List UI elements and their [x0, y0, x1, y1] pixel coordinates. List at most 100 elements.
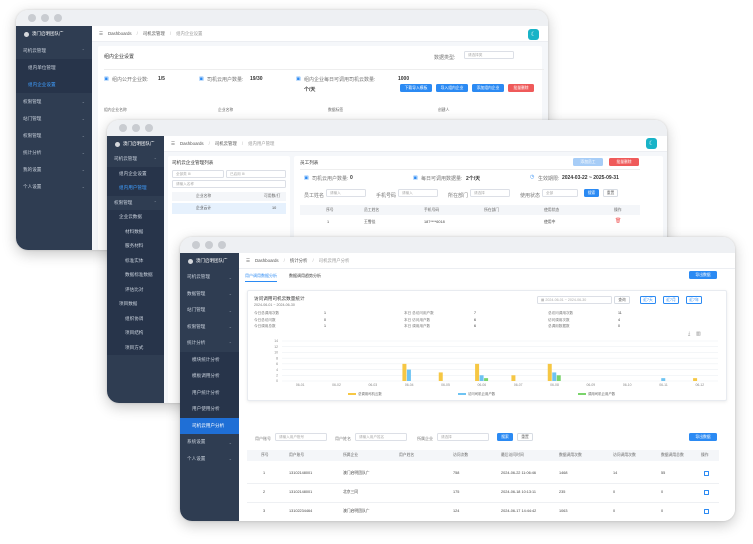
employee-name-input[interactable]: 请输入: [326, 189, 366, 197]
back-menu-item[interactable]: 权限管理 ⌄: [16, 93, 92, 110]
breadcrumb-item[interactable]: Dashboards: [254, 258, 279, 263]
status-select[interactable]: 全部: [542, 189, 578, 197]
front-menu-item[interactable]: 统计分析 ⌃: [180, 335, 239, 352]
status-filter[interactable]: 已启用 ⊞: [226, 170, 286, 178]
window-dot[interactable]: [145, 124, 153, 132]
company-search-input[interactable]: 请输入名称: [172, 180, 286, 188]
company-row[interactable]: [172, 203, 286, 214]
mid-menu-item[interactable]: 数据标准数据: [107, 268, 164, 283]
mid-menu-item[interactable]: 标准实体: [107, 253, 164, 268]
add-button[interactable]: 添加组内企业: [472, 84, 504, 92]
menu-toggle-icon[interactable]: ☰: [171, 140, 175, 146]
bar-chart-icon[interactable]: ▥: [696, 331, 701, 337]
back-menu-item[interactable]: 司机云管理 ⌃: [16, 42, 92, 59]
table-row[interactable]: [247, 507, 719, 519]
window-dot[interactable]: [205, 241, 213, 249]
front-menu-item[interactable]: 站门管理 ⌄: [180, 302, 239, 319]
user-account-input[interactable]: 请输入用户账号: [275, 433, 327, 441]
filter-label: 用户账号: [255, 436, 271, 441]
menu-toggle-icon[interactable]: ☰: [246, 257, 250, 263]
import-button[interactable]: 导入组内企业: [436, 84, 468, 92]
range-7year-button[interactable]: 近7年: [686, 296, 702, 304]
edit-icon[interactable]: [704, 471, 709, 476]
back-menu-item[interactable]: 组内企业设置: [16, 76, 92, 93]
menu-toggle-icon[interactable]: ☰: [99, 30, 103, 36]
add-employee-button[interactable]: 添加员工: [573, 158, 603, 166]
search-button[interactable]: 搜索: [584, 189, 599, 197]
table-row[interactable]: [247, 469, 719, 481]
query-button[interactable]: 查询: [614, 296, 630, 304]
x-tick-label: 06-07: [514, 383, 523, 387]
mid-menu-item[interactable]: 服务材料: [107, 239, 164, 254]
mid-menu-item[interactable]: 项目数据: [107, 297, 164, 312]
filter-label: 所在部门: [448, 193, 469, 199]
front-menu-item[interactable]: 用户使用分析: [180, 401, 239, 418]
export-table-button[interactable]: 导出数据: [689, 433, 717, 441]
front-menu-item[interactable]: 个人设置 ⌄: [180, 451, 239, 468]
front-menu-item[interactable]: 模板调用分析: [180, 368, 239, 385]
reset-button[interactable]: 重置: [517, 433, 533, 441]
front-menu-item[interactable]: 权限管理 ⌄: [180, 319, 239, 336]
window-dot[interactable]: [119, 124, 127, 132]
front-menu-item[interactable]: 系统设置 ⌄: [180, 434, 239, 451]
department-select[interactable]: 请选择: [470, 189, 510, 197]
reset-button[interactable]: 重置: [603, 189, 618, 197]
mid-menu-item[interactable]: 组内企业设置: [107, 166, 164, 181]
edit-icon[interactable]: [704, 490, 709, 495]
window-dot[interactable]: [28, 14, 36, 22]
tab-user-call[interactable]: 用户调用数据分析: [245, 273, 277, 282]
breadcrumb-item[interactable]: 司机云管理: [142, 30, 165, 36]
breadcrumb-item[interactable]: 统计分析: [289, 257, 308, 263]
table-row[interactable]: [247, 488, 719, 500]
edit-icon[interactable]: [704, 509, 709, 514]
breadcrumb-item[interactable]: Dashboards: [179, 141, 204, 146]
back-menu-item[interactable]: 我的设置 ⌄: [16, 161, 92, 178]
user-avatar[interactable]: ☾: [646, 138, 657, 149]
range-7day-button[interactable]: 近7天: [640, 296, 656, 304]
phone-input[interactable]: 请输入: [398, 189, 438, 197]
batch-delete-button[interactable]: 批量删除: [609, 158, 639, 166]
front-menu-item[interactable]: 司机云管理 ⌄: [180, 269, 239, 286]
table-header: 访问调用次数: [613, 453, 636, 457]
download-template-button[interactable]: 下载导入模板: [400, 84, 432, 92]
mid-menu-item[interactable]: 组内用户管理: [107, 181, 164, 196]
mid-menu-item[interactable]: 材料数据: [107, 224, 164, 239]
download-icon[interactable]: ⤓: [688, 331, 691, 337]
type-filter[interactable]: 全部类 ⊞: [172, 170, 224, 178]
user-avatar[interactable]: ☾: [528, 29, 539, 40]
front-menu-item[interactable]: 用户统计分析: [180, 384, 239, 401]
breadcrumb-item[interactable]: 司机云管理: [214, 140, 237, 146]
company-select[interactable]: 请选择: [437, 433, 489, 441]
user-name-input[interactable]: 请输入用户姓名: [355, 433, 407, 441]
back-menu-item[interactable]: 个人设置 ⌄: [16, 178, 92, 195]
mid-menu-item[interactable]: 企业云数据: [107, 210, 164, 225]
window-dot[interactable]: [132, 124, 140, 132]
search-button[interactable]: 搜索: [497, 433, 513, 441]
front-menu-item[interactable]: 司机云用户分析: [180, 417, 239, 434]
window-dot[interactable]: [192, 241, 200, 249]
batch-delete-button[interactable]: 批量删除: [508, 84, 534, 92]
mid-menu-item[interactable]: 权限管理 ⌃: [107, 196, 164, 211]
back-menu-item[interactable]: 组内单位管理: [16, 59, 92, 76]
back-menu-item[interactable]: 统计分析 ⌄: [16, 144, 92, 161]
mid-menu-item[interactable]: 项目方式: [107, 340, 164, 355]
export-button[interactable]: 导出数据: [689, 271, 717, 279]
date-range-picker[interactable]: ▦ 2024-06-01 ~ 2024-06-30: [537, 296, 612, 304]
window-dot[interactable]: [41, 14, 49, 22]
window-dot[interactable]: [54, 14, 62, 22]
back-menu-item[interactable]: 权限管理 ⌄: [16, 127, 92, 144]
front-menu-item[interactable]: 数据管理 ⌄: [180, 286, 239, 303]
mid-menu-item[interactable]: 项目结构: [107, 326, 164, 341]
window-dot[interactable]: [218, 241, 226, 249]
menu-item-label: 个人设置: [23, 183, 42, 189]
range-7month-button[interactable]: 近7月: [663, 296, 679, 304]
tab-call-trend[interactable]: 数据调用趋势分析: [289, 273, 321, 278]
front-menu-item[interactable]: 模块统计分析: [180, 351, 239, 368]
data-type-select[interactable]: 请选择类: [464, 51, 514, 59]
breadcrumb-item[interactable]: Dashboards: [107, 31, 132, 36]
mid-menu-item[interactable]: 评估比对: [107, 282, 164, 297]
delete-icon[interactable]: 🗑: [615, 218, 622, 224]
mid-menu-item[interactable]: 组织协调: [107, 311, 164, 326]
back-menu-item[interactable]: 站门管理 ⌄: [16, 110, 92, 127]
mid-menu-item[interactable]: 司机云管理 ⌃: [107, 152, 164, 167]
